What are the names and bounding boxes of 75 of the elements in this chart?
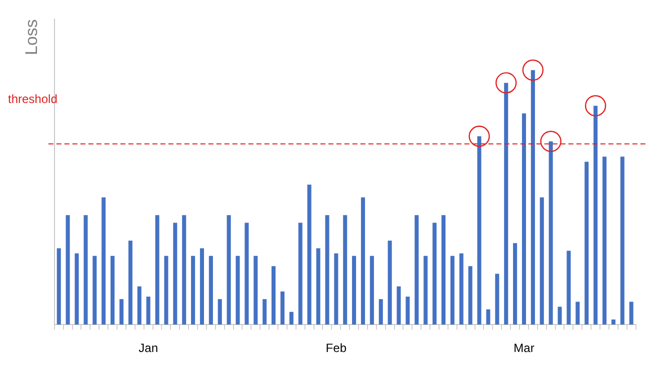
bar (406, 296, 410, 325)
bar (468, 266, 472, 325)
bar (424, 256, 428, 325)
bar (629, 302, 634, 325)
bar (486, 309, 490, 325)
bar (432, 222, 437, 325)
bar (352, 256, 356, 325)
bar (611, 320, 616, 325)
bar (254, 256, 258, 325)
bar (102, 197, 106, 325)
bar (137, 286, 142, 325)
point (468, 126, 490, 147)
point (540, 130, 562, 152)
bar (119, 299, 124, 325)
bar (208, 256, 213, 325)
bar (378, 299, 383, 325)
bar (298, 222, 302, 325)
bar (594, 106, 598, 325)
bar (388, 240, 392, 325)
ref-line-label: threshold (8, 92, 58, 106)
bar (74, 253, 79, 325)
bar (244, 222, 249, 325)
bar (530, 70, 535, 325)
bar (236, 256, 240, 325)
bar (548, 141, 553, 325)
bar (540, 197, 544, 325)
bar (602, 156, 607, 325)
bar (262, 299, 267, 325)
bar (495, 274, 500, 325)
x-tick-label: Jan (138, 341, 158, 356)
x-tick-label: Feb (326, 341, 347, 356)
bar (477, 136, 482, 325)
bar (334, 253, 338, 325)
bar (513, 243, 518, 325)
bar (289, 312, 294, 325)
bar (92, 256, 97, 325)
bar (370, 256, 374, 325)
bar (280, 292, 284, 325)
bar (272, 266, 276, 325)
bar (84, 215, 88, 325)
bar (218, 299, 222, 325)
bar (584, 162, 589, 325)
bar (360, 197, 365, 325)
bar (396, 286, 401, 325)
bar (128, 240, 132, 325)
bar (343, 215, 348, 325)
bar (576, 302, 580, 325)
bar (191, 256, 196, 325)
bar (566, 250, 571, 325)
bar (414, 215, 419, 325)
bar (459, 253, 464, 325)
point (522, 60, 544, 81)
y-axis-title: Loss (22, 19, 41, 56)
bar (450, 256, 454, 325)
bar (325, 215, 330, 325)
bar (146, 296, 150, 325)
bar (620, 156, 624, 325)
bar (173, 222, 178, 325)
bar (558, 306, 562, 325)
x-tick-label: Mar (514, 341, 534, 356)
bar (182, 215, 186, 325)
bar (164, 256, 168, 325)
bar (66, 215, 70, 325)
bar (316, 248, 320, 325)
bar (522, 113, 526, 325)
bar (200, 248, 204, 325)
bar (441, 215, 446, 325)
bar (307, 184, 312, 325)
bar (226, 215, 231, 325)
bar (504, 82, 508, 325)
point (496, 72, 517, 94)
bar (155, 215, 160, 325)
point (584, 95, 606, 116)
bar (110, 256, 115, 325)
bar (56, 248, 61, 325)
